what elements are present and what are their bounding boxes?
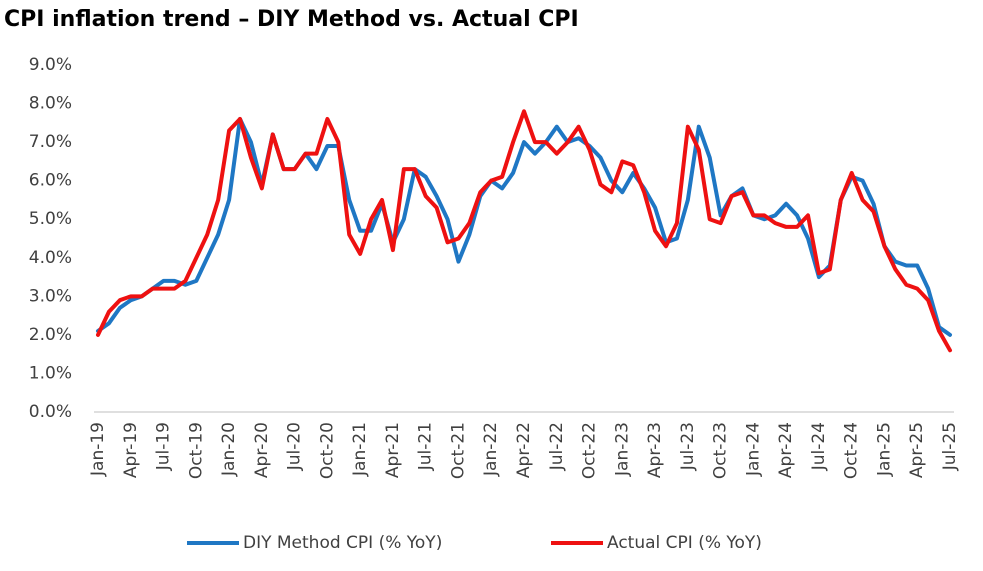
y-tick-label: 4.0%	[29, 248, 72, 268]
y-tick-label: 0.0%	[29, 402, 72, 422]
y-tick-label: 7.0%	[29, 132, 72, 152]
x-tick-label: Jul-22	[547, 422, 567, 471]
y-tick-label: 9.0%	[29, 55, 72, 75]
series-line	[96, 109, 952, 353]
x-tick-label: Jan-21	[350, 422, 370, 477]
y-tick-label: 3.0%	[29, 286, 72, 306]
x-tick-label: Oct-22	[580, 422, 600, 479]
x-tick-label: Apr-23	[645, 422, 665, 478]
legend-label: DIY Method CPI (% YoY)	[243, 533, 442, 553]
x-tick-label: Jan-20	[219, 422, 239, 477]
x-tick-label: Jan-25	[874, 422, 894, 477]
x-tick-label: Jan-22	[481, 422, 501, 477]
x-tick-label: Apr-25	[907, 422, 927, 478]
x-tick-label: Apr-21	[383, 422, 403, 478]
x-tick-label: Apr-22	[514, 422, 534, 478]
x-tick-label: Oct-19	[186, 422, 206, 479]
x-tick-label: Oct-20	[317, 422, 337, 479]
y-tick-label: 5.0%	[29, 209, 72, 229]
x-tick-label: Jul-23	[678, 422, 698, 471]
legend-label: Actual CPI (% YoY)	[607, 533, 762, 553]
x-tick-label: Jan-19	[88, 422, 108, 477]
y-tick-label: 6.0%	[29, 171, 72, 191]
chart-title: CPI inflation trend – DIY Method vs. Act…	[4, 7, 579, 32]
x-tick-label: Jul-24	[809, 422, 829, 471]
y-tick-label: 2.0%	[29, 325, 72, 345]
x-tick-label: Jul-25	[940, 422, 960, 471]
x-tick-label: Jul-20	[285, 422, 305, 471]
x-tick-label: Oct-23	[711, 422, 731, 479]
x-tick-label: Jul-21	[416, 422, 436, 471]
x-tick-label: Jan-23	[612, 422, 632, 477]
x-tick-label: Oct-24	[842, 422, 862, 479]
x-tick-label: Apr-24	[776, 422, 796, 478]
x-tick-label: Jul-19	[154, 422, 174, 471]
x-tick-label: Oct-21	[448, 422, 468, 479]
y-tick-label: 1.0%	[29, 363, 72, 383]
x-tick-label: Apr-19	[121, 422, 141, 478]
y-tick-label: 8.0%	[29, 94, 72, 114]
x-tick-label: Jan-24	[743, 422, 763, 477]
x-tick-label: Apr-20	[252, 422, 272, 478]
